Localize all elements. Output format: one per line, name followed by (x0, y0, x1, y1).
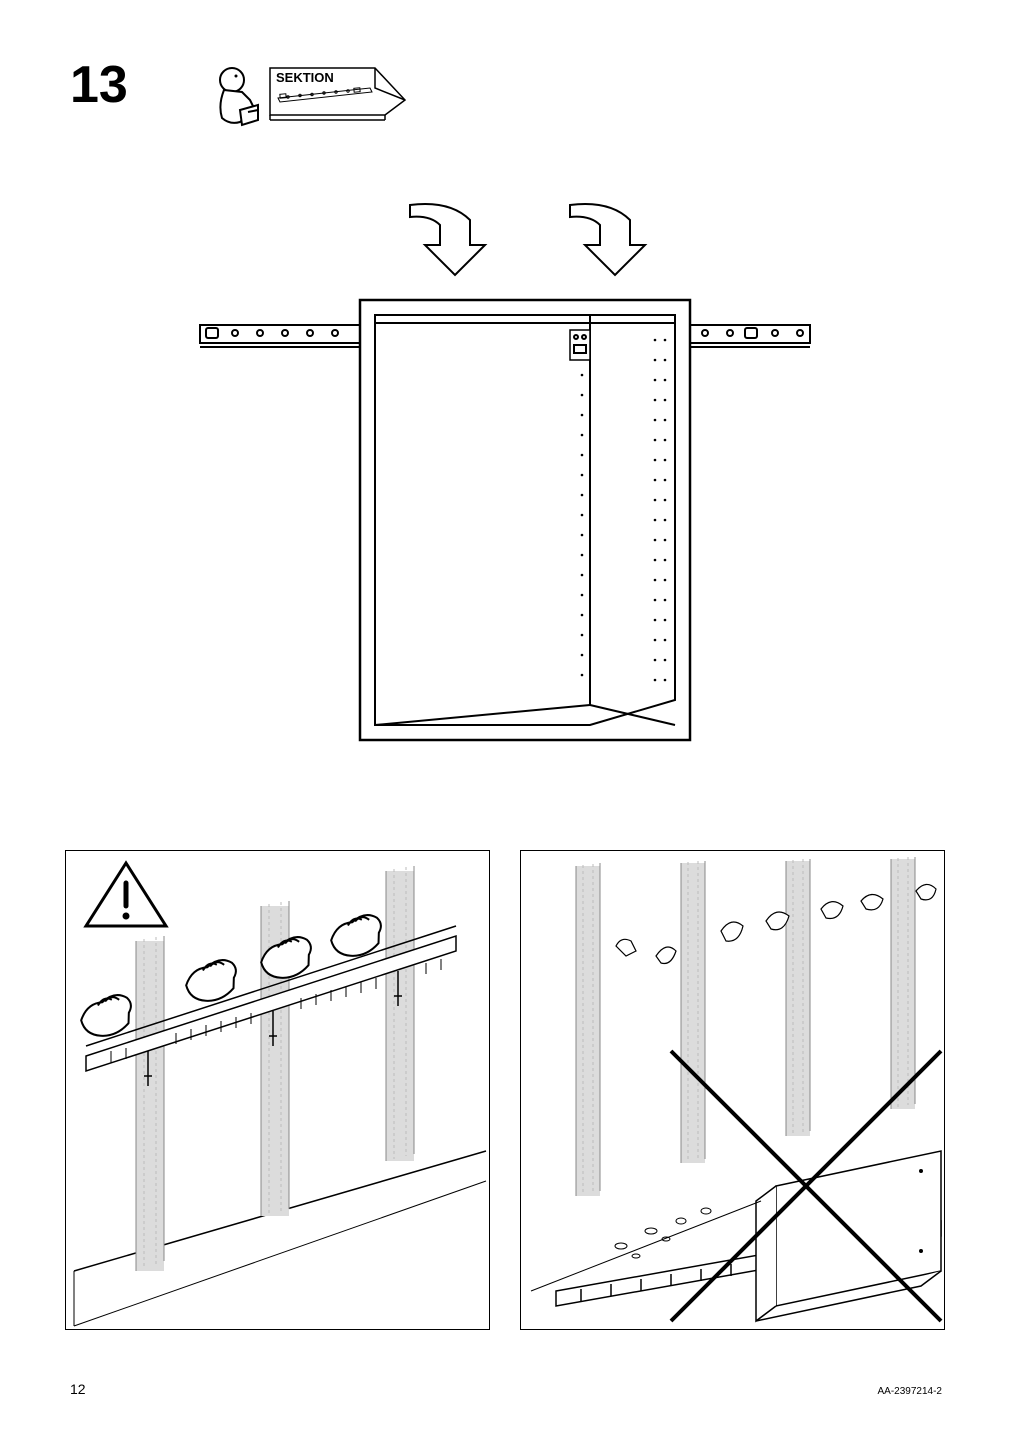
cabinet-box (360, 300, 690, 740)
page-number: 12 (70, 1381, 86, 1397)
document-id: AA-2397214-2 (878, 1386, 943, 1397)
correct-install-panel (65, 850, 490, 1330)
rail-left (200, 325, 360, 347)
mounting-bracket (570, 330, 590, 360)
warning-icon (86, 863, 166, 926)
arrow-down-left (410, 204, 485, 275)
sektion-callout: SEKTION (210, 60, 410, 155)
step-number: 13 (70, 55, 128, 115)
rail-right (690, 325, 810, 347)
main-cabinet-diagram (190, 195, 820, 755)
incorrect-install-panel (520, 850, 945, 1330)
arrow-down-right (570, 204, 645, 275)
sektion-product-label: SEKTION (276, 70, 334, 85)
